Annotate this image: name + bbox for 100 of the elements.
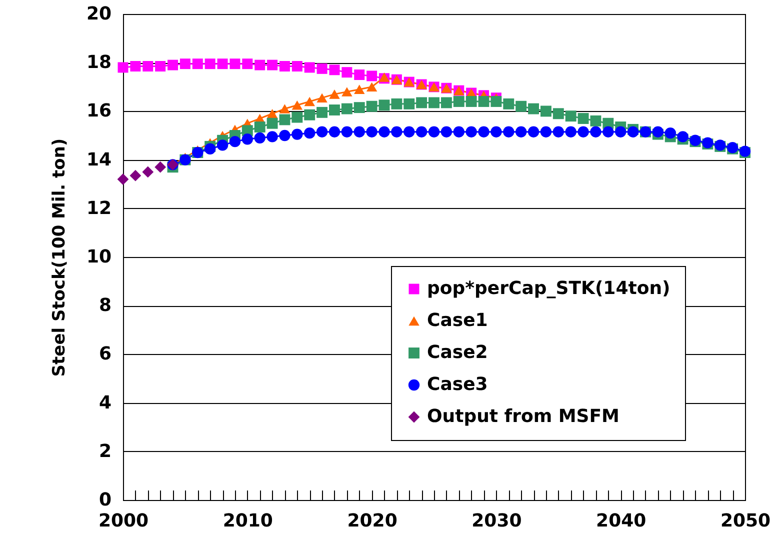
point [130, 170, 142, 182]
point [279, 114, 290, 126]
point [292, 61, 302, 72]
point [292, 128, 303, 140]
x-tick-label: 2040 [596, 510, 646, 532]
legend-label: Case3 [427, 374, 488, 395]
point [266, 108, 278, 118]
point [242, 134, 253, 145]
point [180, 58, 190, 70]
y-tick-label: 18 [86, 52, 112, 74]
y-tick-label: 0 [98, 490, 112, 510]
point [118, 62, 128, 73]
point [440, 126, 452, 138]
point [565, 126, 576, 138]
point [254, 60, 266, 70]
point [378, 100, 390, 111]
point [552, 126, 564, 138]
y-tick-label: 6 [98, 344, 112, 365]
point [366, 70, 378, 82]
y-tick-label: 8 [98, 295, 112, 316]
point [416, 126, 428, 138]
point [453, 96, 464, 107]
y-tick-label: 20 [86, 4, 112, 24]
y-tick-label: 10 [86, 246, 112, 268]
point [316, 93, 328, 102]
point [341, 103, 352, 114]
point [578, 126, 589, 138]
point [304, 62, 315, 73]
point [292, 100, 303, 110]
point [342, 67, 352, 78]
point [540, 126, 552, 138]
point [503, 126, 514, 138]
point [316, 106, 328, 118]
point [242, 58, 253, 70]
point [503, 98, 514, 110]
point [540, 106, 552, 117]
point [204, 58, 216, 70]
point [652, 126, 664, 138]
point [590, 115, 602, 126]
point [516, 100, 527, 112]
point [117, 174, 129, 185]
point [664, 127, 676, 139]
point [279, 130, 290, 142]
point [341, 126, 353, 138]
point [229, 136, 241, 148]
point [478, 96, 490, 107]
point [466, 126, 477, 138]
point [453, 126, 464, 138]
point [230, 58, 240, 70]
point [217, 58, 228, 70]
point [329, 104, 340, 116]
y-tick-label: 4 [98, 392, 112, 414]
point [528, 103, 539, 114]
point [627, 126, 639, 138]
point [304, 96, 315, 106]
point [528, 126, 540, 138]
x-tick-label: 2050 [720, 510, 771, 532]
point [565, 110, 576, 122]
point [328, 126, 340, 138]
point [142, 166, 154, 178]
point [292, 112, 303, 123]
legend-label: pop*perCap_STK(14ton) [427, 278, 670, 299]
point [490, 96, 502, 107]
point [329, 90, 340, 99]
point [366, 100, 378, 112]
point [590, 126, 602, 138]
point [515, 126, 527, 138]
point [366, 82, 378, 92]
point [615, 126, 626, 138]
y-axis-title: Steel Stock(100 Mil. ton) [49, 138, 70, 377]
legend-label: Output from MSFM [427, 406, 620, 427]
point [216, 140, 228, 151]
point [602, 126, 614, 138]
point [342, 87, 352, 96]
point [266, 131, 278, 142]
point [266, 118, 278, 129]
point [404, 98, 415, 110]
point [254, 132, 266, 144]
x-tick-label: 2000 [98, 510, 149, 532]
point [366, 126, 378, 138]
x-tick-label: 2020 [347, 510, 398, 532]
point [404, 126, 415, 138]
point [329, 64, 340, 76]
point [279, 104, 290, 114]
point [440, 97, 452, 108]
point [254, 122, 266, 132]
point [416, 97, 428, 108]
y-tick-label: 2 [98, 440, 112, 462]
point [354, 126, 365, 138]
point [552, 108, 564, 120]
point [304, 127, 316, 139]
point [168, 60, 178, 70]
point [204, 143, 216, 154]
point [155, 61, 166, 72]
point [466, 96, 477, 107]
point [130, 61, 141, 72]
x-tick-label: 2030 [472, 510, 522, 532]
point [378, 126, 390, 138]
legend-label: Case1 [427, 310, 488, 331]
point [677, 131, 688, 142]
